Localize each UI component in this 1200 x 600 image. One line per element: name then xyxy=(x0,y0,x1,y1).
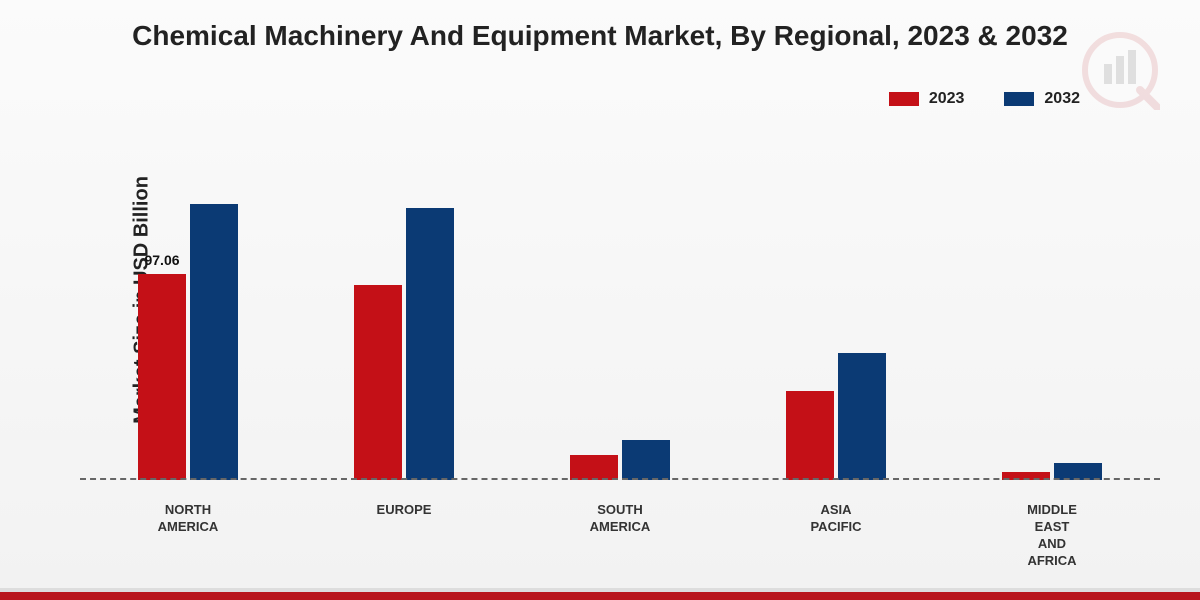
bar-2023-2 xyxy=(570,455,618,481)
bar-groups: 97.06 xyxy=(80,140,1160,480)
bar-2032-3 xyxy=(838,353,886,481)
x-axis-label: MIDDLE EAST AND AFRICA xyxy=(944,502,1160,570)
legend-item-2032: 2032 xyxy=(1004,90,1080,108)
bar-group xyxy=(296,140,512,480)
x-axis-label: EUROPE xyxy=(296,502,512,570)
legend-label-2032: 2032 xyxy=(1044,90,1080,108)
bar-2023-1 xyxy=(354,285,402,481)
bar-2023-0: 97.06 xyxy=(138,274,186,480)
chart-container: Chemical Machinery And Equipment Market,… xyxy=(0,0,1200,600)
bar-value-label: 97.06 xyxy=(144,252,179,268)
bar-2032-2 xyxy=(622,440,670,480)
x-axis-label: NORTH AMERICA xyxy=(80,502,296,570)
x-axis-labels: NORTH AMERICAEUROPESOUTH AMERICAASIA PAC… xyxy=(80,502,1160,570)
chart-title: Chemical Machinery And Equipment Market,… xyxy=(0,20,1200,52)
x-axis-label: ASIA PACIFIC xyxy=(728,502,944,570)
footer-accent-bar xyxy=(0,588,1200,600)
legend-swatch-2023 xyxy=(889,92,919,106)
baseline xyxy=(80,478,1160,480)
legend-label-2023: 2023 xyxy=(929,90,965,108)
bar-2032-0 xyxy=(190,204,238,480)
bar-group xyxy=(512,140,728,480)
bar-group: 97.06 xyxy=(80,140,296,480)
legend-item-2023: 2023 xyxy=(889,90,965,108)
chart-legend: 2023 2032 xyxy=(889,90,1080,108)
bar-2023-3 xyxy=(786,391,834,480)
legend-swatch-2032 xyxy=(1004,92,1034,106)
x-axis-label: SOUTH AMERICA xyxy=(512,502,728,570)
bar-group xyxy=(728,140,944,480)
bar-group xyxy=(944,140,1160,480)
bar-2032-1 xyxy=(406,208,454,480)
plot-area: 97.06 xyxy=(80,140,1160,480)
